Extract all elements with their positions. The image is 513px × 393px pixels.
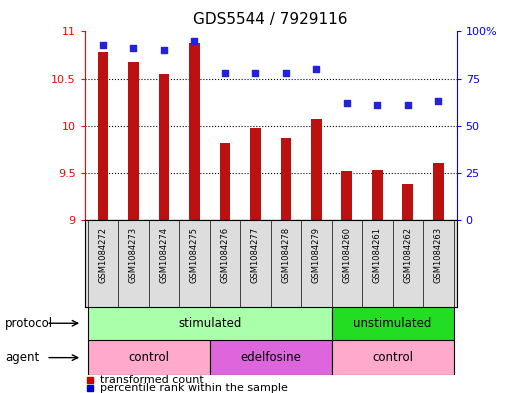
Bar bbox=[331, 307, 453, 340]
Text: protocol: protocol bbox=[5, 317, 53, 330]
Text: control: control bbox=[372, 351, 413, 364]
Point bbox=[251, 70, 260, 76]
Point bbox=[282, 70, 290, 76]
Text: GSM1084277: GSM1084277 bbox=[251, 227, 260, 283]
Bar bbox=[331, 340, 453, 375]
Text: GSM1084273: GSM1084273 bbox=[129, 227, 138, 283]
Point bbox=[221, 70, 229, 76]
Bar bbox=[311, 119, 322, 220]
Bar bbox=[128, 62, 139, 220]
Text: stimulated: stimulated bbox=[178, 317, 241, 330]
Text: GSM1084279: GSM1084279 bbox=[312, 227, 321, 283]
Text: percentile rank within the sample: percentile rank within the sample bbox=[100, 383, 288, 393]
Point bbox=[434, 98, 442, 105]
Bar bbox=[88, 340, 210, 375]
Text: GSM1084278: GSM1084278 bbox=[281, 227, 290, 283]
Point bbox=[99, 42, 107, 48]
Bar bbox=[88, 307, 331, 340]
Bar bbox=[220, 143, 230, 220]
Bar bbox=[250, 128, 261, 220]
Point bbox=[373, 102, 381, 108]
Text: GSM1084261: GSM1084261 bbox=[373, 227, 382, 283]
Point bbox=[312, 66, 321, 72]
Point bbox=[129, 45, 137, 51]
Bar bbox=[433, 163, 444, 220]
Text: unstimulated: unstimulated bbox=[353, 317, 432, 330]
Bar bbox=[97, 52, 108, 220]
Text: edelfosine: edelfosine bbox=[240, 351, 301, 364]
Text: GSM1084263: GSM1084263 bbox=[434, 227, 443, 283]
Bar bbox=[372, 170, 383, 220]
Text: GSM1084274: GSM1084274 bbox=[160, 227, 168, 283]
Text: GSM1084276: GSM1084276 bbox=[221, 227, 229, 283]
Point bbox=[160, 47, 168, 53]
Bar bbox=[281, 138, 291, 220]
Text: GSM1084260: GSM1084260 bbox=[342, 227, 351, 283]
Text: control: control bbox=[128, 351, 169, 364]
Bar bbox=[159, 74, 169, 220]
Bar bbox=[403, 184, 413, 220]
Text: transformed count: transformed count bbox=[100, 375, 204, 385]
Bar bbox=[210, 340, 331, 375]
Bar bbox=[189, 43, 200, 220]
Bar bbox=[342, 171, 352, 220]
Text: GSM1084275: GSM1084275 bbox=[190, 227, 199, 283]
Point bbox=[343, 100, 351, 106]
Text: GDS5544 / 7929116: GDS5544 / 7929116 bbox=[193, 12, 348, 27]
Text: GSM1084272: GSM1084272 bbox=[98, 227, 107, 283]
Point bbox=[190, 38, 199, 44]
Point bbox=[404, 102, 412, 108]
Text: GSM1084262: GSM1084262 bbox=[403, 227, 412, 283]
Text: agent: agent bbox=[5, 351, 40, 364]
